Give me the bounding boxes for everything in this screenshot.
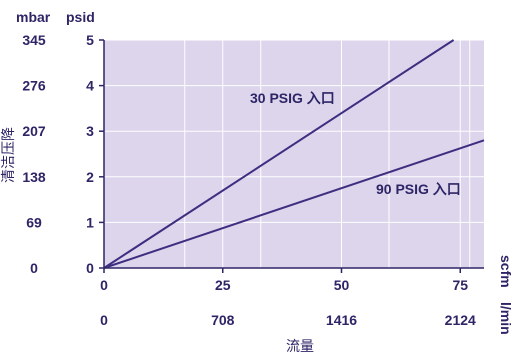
series-label-30psig: 30 PSIG 入口 [250, 90, 335, 106]
y-tick-label-psid: 3 [86, 123, 94, 139]
y-tick-label-mbar: 345 [22, 32, 46, 48]
axes [99, 39, 484, 273]
y-tick-label-psid: 4 [86, 78, 94, 94]
y-tick-label-psid: 2 [86, 169, 94, 185]
y-tick-label-mbar: 276 [22, 78, 46, 94]
series-label-90psig: 90 PSIG 入口 [376, 181, 461, 197]
y-tick-labels: 0 0 1 69 2 138 3 207 4 276 5 345 [22, 32, 94, 276]
y-tick-label-mbar: 0 [30, 260, 38, 276]
x-tick-label-lmin: 0 [100, 312, 108, 328]
x-axis-label: 流量 [286, 338, 314, 354]
x-tick-label-scfm: 75 [452, 277, 468, 293]
x-tick-labels: 0 0 25 708 50 1416 75 2124 [100, 277, 476, 328]
series-line-1 [103, 39, 455, 269]
y-unit-mbar: mbar [16, 9, 51, 25]
y-tick-label-psid: 0 [86, 260, 94, 276]
x-tick-label-scfm: 25 [215, 277, 231, 293]
x-tick-label-scfm: 0 [100, 277, 108, 293]
y-tick-label-mbar: 138 [22, 169, 46, 185]
x-tick-label-lmin: 1416 [326, 312, 357, 328]
grid [104, 39, 484, 268]
y-tick-label-psid: 1 [86, 214, 94, 230]
x-unit-lmin: l/min [498, 302, 513, 335]
x-tick-label-scfm: 50 [334, 277, 350, 293]
y-tick-label-mbar: 207 [22, 123, 46, 139]
x-unit-scfm: scfm [498, 255, 513, 288]
y-tick-label-psid: 5 [86, 32, 94, 48]
x-tick-label-lmin: 2124 [445, 312, 476, 328]
y-tick-label-mbar: 69 [26, 214, 42, 230]
x-tick-label-lmin: 708 [211, 312, 235, 328]
y-unit-psid: psid [66, 9, 95, 25]
y-axis-label: 清洁压降 [0, 127, 16, 183]
series-lines [103, 39, 485, 269]
series-line-2 [103, 139, 485, 269]
plot-area [104, 40, 484, 268]
